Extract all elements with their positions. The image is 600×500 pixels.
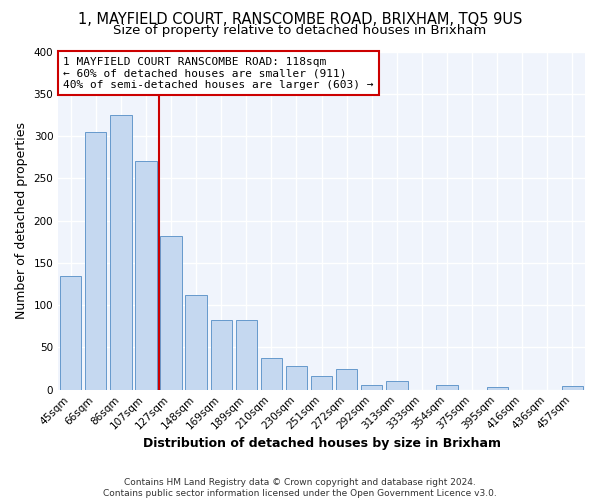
Bar (136, 162, 157, 390)
X-axis label: Distribution of detached houses by size in Brixham: Distribution of detached houses by size … (143, 437, 500, 450)
Bar (160, 236, 182, 390)
Text: Size of property relative to detached houses in Brixham: Size of property relative to detached ho… (113, 24, 487, 37)
Bar (211, 320, 232, 390)
Bar (286, 366, 307, 390)
Text: 1 MAYFIELD COURT RANSCOMBE ROAD: 118sqm
← 60% of detached houses are smaller (91: 1 MAYFIELD COURT RANSCOMBE ROAD: 118sqm … (64, 56, 374, 90)
Text: 1, MAYFIELD COURT, RANSCOMBE ROAD, BRIXHAM, TQ5 9US: 1, MAYFIELD COURT, RANSCOMBE ROAD, BRIXH… (78, 12, 522, 28)
Bar (185, 295, 207, 390)
Bar (361, 386, 382, 390)
Bar (386, 382, 407, 390)
Bar (311, 376, 332, 390)
Text: Contains HM Land Registry data © Crown copyright and database right 2024.
Contai: Contains HM Land Registry data © Crown c… (103, 478, 497, 498)
Bar (110, 115, 131, 390)
Y-axis label: Number of detached properties: Number of detached properties (15, 122, 28, 319)
Bar (562, 386, 583, 390)
Bar (487, 387, 508, 390)
Bar (85, 132, 106, 390)
Bar (236, 320, 257, 390)
Bar (436, 384, 458, 390)
Bar (336, 368, 358, 390)
Bar (60, 276, 82, 390)
Bar (261, 358, 282, 390)
